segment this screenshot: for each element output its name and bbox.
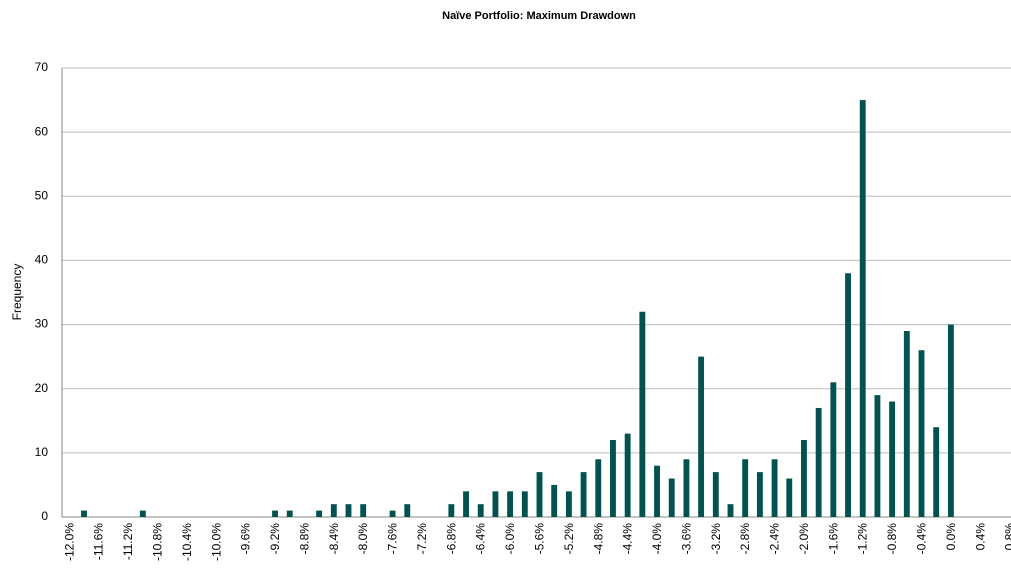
x-tick-label: -10.4% [180, 523, 194, 561]
x-tick-label: 0.4% [973, 523, 987, 551]
y-tick-label: 40 [35, 253, 49, 267]
x-tick-label: -9.6% [239, 523, 253, 555]
x-tick-label: -4.0% [650, 523, 664, 555]
bar [492, 491, 499, 517]
bar [521, 491, 528, 517]
bar [139, 510, 146, 517]
bar [507, 491, 514, 517]
bar [345, 504, 352, 517]
x-tick-label: -2.0% [797, 523, 811, 555]
x-tick-label: -6.4% [474, 523, 488, 555]
bar [580, 472, 587, 517]
x-tick-label: -6.0% [503, 523, 517, 555]
bar [933, 427, 940, 517]
bar [815, 407, 822, 517]
bar [654, 465, 660, 517]
x-tick-label: -7.2% [415, 523, 429, 555]
bar [727, 504, 734, 517]
bar [683, 459, 690, 517]
x-tick-label: -8.0% [356, 523, 370, 555]
bar [801, 440, 807, 517]
bar [845, 273, 851, 517]
y-tick-label: 60 [35, 124, 49, 138]
bar [272, 510, 278, 517]
y-tick-label: 0 [41, 509, 48, 523]
bar [698, 356, 705, 517]
x-tick-label: 0.8% [1003, 523, 1011, 551]
bar [286, 510, 293, 517]
x-tick-label: -0.8% [885, 523, 899, 555]
x-tick-label: -8.8% [297, 523, 311, 555]
bar [742, 459, 749, 517]
bar [595, 459, 602, 517]
bar [624, 433, 631, 517]
y-axis-label: Frequency [10, 264, 24, 321]
x-tick-label: -3.6% [679, 523, 693, 555]
bar [668, 478, 675, 517]
y-tick-label: 50 [35, 188, 49, 202]
bar [947, 324, 954, 517]
x-tick-label: -4.8% [591, 523, 605, 555]
x-tick-label: -5.6% [533, 523, 547, 555]
x-tick-label: -10.0% [209, 523, 223, 561]
x-tick-label: -12.0% [62, 523, 76, 561]
x-tick-label: -11.2% [121, 523, 135, 560]
bar [771, 459, 778, 517]
bar [316, 510, 323, 517]
bar [639, 311, 646, 517]
bar [404, 504, 411, 517]
bar [81, 510, 87, 517]
bar [463, 491, 469, 517]
chart-title: Naïve Portfolio: Maximum Drawdown [442, 10, 636, 22]
x-tick-label: -3.2% [709, 523, 723, 555]
bar [874, 395, 881, 517]
x-tick-label: -2.8% [738, 523, 752, 555]
bar [756, 472, 763, 517]
bar [389, 510, 396, 517]
x-tick-label: 0.0% [944, 523, 958, 551]
x-tick-label: -4.4% [621, 523, 635, 555]
bar [859, 100, 866, 518]
bar [786, 478, 793, 517]
x-tick-label: -1.2% [856, 523, 870, 555]
bar [448, 504, 455, 517]
x-tick-label: -11.6% [92, 523, 106, 560]
x-tick-label: -6.8% [444, 523, 458, 555]
y-tick-label: 30 [35, 317, 49, 331]
bar [918, 350, 925, 517]
bar [903, 330, 910, 517]
bar [565, 491, 572, 517]
x-tick-label: -1.6% [826, 523, 840, 555]
y-tick-label: 70 [35, 60, 49, 74]
bar [330, 504, 337, 517]
x-tick-label: -9.2% [268, 523, 282, 555]
x-tick-label: -7.6% [386, 523, 400, 555]
bar [712, 472, 719, 517]
bar [551, 484, 558, 517]
bar [830, 382, 837, 517]
x-tick-label: -8.4% [327, 523, 341, 555]
x-tick-label: -10.8% [151, 523, 165, 561]
bar [536, 472, 543, 517]
bar [477, 504, 484, 517]
bar [610, 440, 616, 517]
y-tick-label: 20 [35, 381, 49, 395]
bar [360, 504, 367, 517]
bar [889, 401, 896, 517]
x-tick-label: -2.4% [768, 523, 782, 555]
x-tick-label: -0.4% [915, 523, 929, 555]
y-tick-label: 10 [35, 445, 49, 459]
x-tick-label: -5.2% [562, 523, 576, 555]
